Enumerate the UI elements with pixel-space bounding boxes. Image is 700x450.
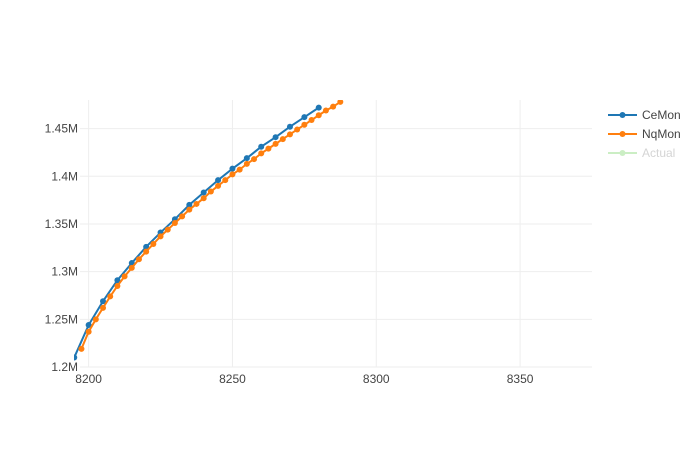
nqmon-point [236,166,243,173]
nqmon-line [80,101,341,350]
nqmon-point [229,171,236,178]
cemon-point [315,104,322,111]
legend-swatch-marker [619,112,626,118]
nqmon-point [258,150,265,157]
legend-item-actual[interactable]: Actual [608,146,675,160]
y-tick-label: 1.2M [51,360,78,374]
legend-item-nqmon[interactable]: NqMon [608,127,681,141]
nqmon-point [315,112,322,119]
cemon-point [286,123,293,130]
cemon-point [186,201,193,208]
nqmon-series [78,100,344,352]
nqmon-point [265,145,272,152]
nqmon-point [143,248,150,255]
cemon-point [85,322,92,329]
y-tick-label: 1.45M [45,122,78,136]
x-tick-label: 8250 [219,372,246,386]
nqmon-point [322,107,329,114]
nqmon-point [171,220,178,227]
nqmon-point [121,273,128,280]
nqmon-point [251,156,258,163]
x-tick-label: 8300 [363,372,390,386]
cemon-line [74,106,320,358]
nqmon-point [301,121,308,128]
legend-swatch-marker [619,131,626,137]
cemon-point [200,189,207,196]
nqmon-point [157,233,164,240]
cemon-point [100,298,107,305]
legend-label: Actual [642,146,675,160]
nqmon-point [215,182,222,189]
nqmon-point [308,117,315,124]
cemon-point [229,165,236,172]
grid [80,100,592,368]
cemon-series [74,104,322,361]
legend-label: CeMon [642,108,681,122]
y-tick-label: 1.35M [45,217,78,231]
cemon-point [301,114,308,121]
nqmon-point [179,213,186,220]
legend-label: NqMon [642,127,681,141]
nqmon-point [100,304,107,311]
nqmon-point [193,200,200,207]
nqmon-point [243,160,250,167]
nqmon-point [207,188,214,195]
nqmon-point [272,140,279,147]
nqmon-point [279,136,286,143]
legend: CeMon NqMon Actual [608,108,681,160]
cemon-point [74,354,78,361]
y-tick-label: 1.25M [45,312,78,326]
cemon-point [243,155,250,162]
plot-area [74,100,344,361]
nqmon-point [135,256,142,263]
nqmon-point [85,328,92,335]
y-axis: 1.2M 1.25M 1.3M 1.35M 1.4M 1.45M [45,122,78,374]
nqmon-point [286,131,293,138]
x-tick-label: 8200 [75,372,102,386]
cemon-point [215,177,222,184]
x-axis: 8200 8250 8300 8350 [75,372,533,386]
legend-swatch-marker [619,150,626,156]
y-tick-label: 1.4M [51,169,78,183]
nqmon-point [107,293,114,300]
cemon-point [114,277,121,284]
nqmon-point [164,226,171,233]
cemon-point [143,243,150,250]
nqmon-point [186,206,193,213]
nqmon-point [200,195,207,202]
x-tick-label: 8350 [507,372,534,386]
nqmon-point [330,103,337,110]
y-tick-label: 1.3M [51,265,78,279]
nqmon-point [222,177,229,184]
nqmon-point [78,345,85,352]
cemon-point [258,143,265,150]
nqmon-point [150,240,157,247]
nqmon-point [128,264,135,271]
nqmon-point [294,126,301,133]
legend-item-cemon[interactable]: CeMon [608,108,681,122]
cemon-point [272,134,279,141]
nqmon-point [337,100,344,105]
nqmon-point [114,282,121,289]
nqmon-point [92,316,99,323]
